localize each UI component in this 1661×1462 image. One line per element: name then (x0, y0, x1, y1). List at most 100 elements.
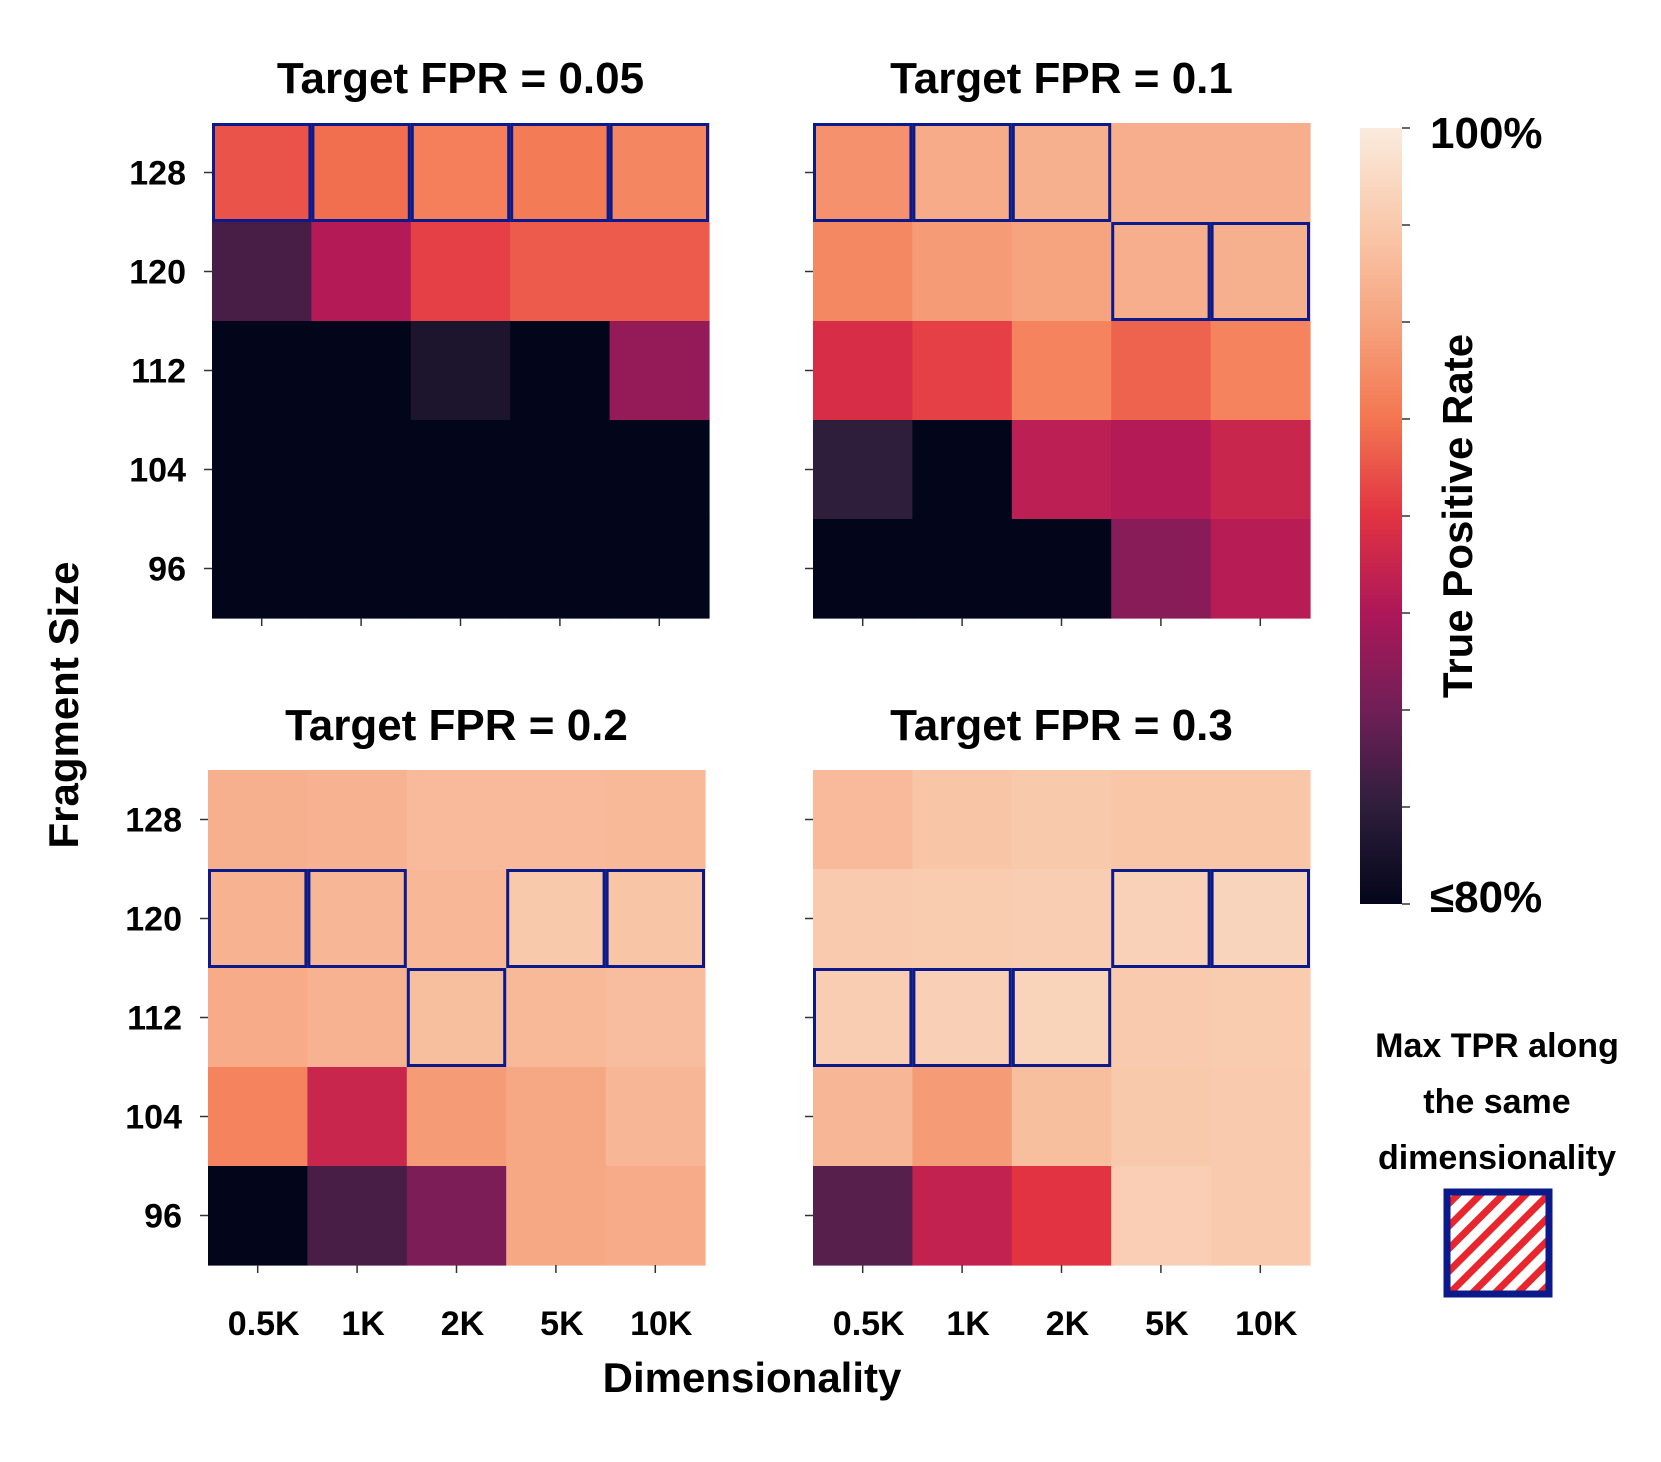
heatmap-cell (605, 869, 706, 969)
x-tick-label: 0.5K (228, 1305, 300, 1343)
heatmap-cell (208, 869, 308, 969)
heatmap-cell (605, 968, 706, 1068)
max-tpr-highlight (208, 869, 308, 968)
legend: Max TPR along the same dimensionality (1375, 1027, 1619, 1298)
max-tpr-highlight (813, 968, 913, 1067)
heatmap-cell (1011, 968, 1112, 1068)
heatmap-cell (912, 519, 1013, 619)
heatmap-cell (406, 1166, 507, 1266)
heatmap-cell (506, 1067, 607, 1167)
heatmap-cell (212, 519, 312, 619)
y-tick-label: 104 (129, 452, 186, 490)
heatmap-cell (1210, 420, 1311, 520)
x-tick-label: 10K (630, 1305, 693, 1343)
max-tpr-highlight (506, 869, 606, 968)
max-tpr-highlight (1111, 222, 1211, 321)
panel-title: Target FPR = 0.2 (285, 701, 628, 750)
y-tick-label: 96 (144, 1198, 182, 1236)
heatmap-cell (506, 869, 607, 969)
heatmap-cell (307, 1166, 408, 1266)
y-axis-label: Fragment Size (40, 561, 87, 848)
heatmap-cell (1210, 321, 1311, 421)
heatmap-cell (813, 519, 913, 619)
max-tpr-highlight (1210, 222, 1310, 321)
heatmap-cell (813, 1067, 913, 1167)
heatmap-cell (605, 770, 706, 870)
x-tick-label: 0.5K (833, 1305, 905, 1343)
heatmap-cell (813, 222, 913, 322)
y-tick-label: 128 (129, 155, 186, 193)
heatmap-cell (1011, 1166, 1112, 1266)
heatmap-cell (1210, 869, 1311, 969)
heatmap-cell (912, 770, 1013, 870)
heatmap-cell (311, 222, 412, 322)
heatmap-cell (1011, 123, 1112, 223)
heatmap-cell (307, 968, 408, 1068)
max-tpr-highlight (1011, 968, 1112, 1067)
heatmap-cell (1111, 770, 1212, 870)
heatmap-cell (1011, 770, 1112, 870)
heatmap-cell (912, 222, 1013, 322)
heatmap-cell (307, 869, 408, 969)
heatmap-cell (1111, 968, 1212, 1068)
heatmap-cell (1210, 770, 1311, 870)
x-axis-label: Dimensionality (603, 1354, 902, 1401)
max-tpr-highlight (307, 869, 407, 968)
heatmap-cell (1011, 519, 1112, 619)
heatmap-cell (406, 1067, 507, 1167)
max-tpr-highlight (212, 123, 312, 222)
heatmap-cell (912, 420, 1013, 520)
heatmap-panel-3: Target FPR = 0.2 128 120 112 104 96 0.5K 1K 2K 5K… (125, 701, 706, 1343)
legend-swatch (1443, 1188, 1553, 1298)
x-tick-label: 5K (1145, 1305, 1189, 1343)
heatmap-cell (912, 869, 1013, 969)
colorbar-min-label: ≤80% (1430, 873, 1542, 922)
y-tick-label: 104 (125, 1099, 182, 1137)
heatmap-cell (1011, 222, 1112, 322)
y-tick-label: 112 (131, 353, 186, 391)
heatmap-cell (605, 1166, 706, 1266)
heatmap-cell (1210, 968, 1311, 1068)
heatmap-cell (1111, 869, 1212, 969)
heatmap-cell (1111, 420, 1212, 520)
heatmap-cell (311, 420, 412, 520)
heatmap-cell (410, 321, 511, 421)
max-tpr-highlight (406, 968, 507, 1067)
colorbar: 100% ≤80% True Positive Rate (1360, 109, 1543, 922)
heatmap-cell (510, 420, 611, 520)
max-tpr-highlight (1210, 869, 1310, 968)
x-tick-label: 2K (1046, 1305, 1090, 1343)
max-tpr-highlight (410, 123, 511, 222)
max-tpr-highlight (912, 123, 1012, 222)
heatmap-cell (1210, 1166, 1311, 1266)
heatmap-cell (912, 321, 1013, 421)
panel-title: Target FPR = 0.05 (277, 54, 644, 103)
heatmap-cell (813, 770, 913, 870)
max-tpr-highlight (1111, 869, 1211, 968)
heatmap-panel-1: Target FPR = 0.05 128 120 112 104 96 (129, 54, 710, 626)
colorbar-max-label: 100% (1430, 109, 1543, 158)
heatmap-cell (1011, 869, 1112, 969)
heatmap-cell (813, 321, 913, 421)
colorbar-gradient (1360, 128, 1402, 904)
heatmap-cell (1111, 123, 1212, 223)
heatmap-cell (1210, 123, 1311, 223)
heatmap-cell (912, 123, 1013, 223)
heatmap-cell (311, 123, 412, 223)
max-tpr-highlight (605, 869, 705, 968)
heatmap-cell (912, 968, 1013, 1068)
heatmap-cell (1111, 1067, 1212, 1167)
heatmap-cell (813, 420, 913, 520)
heatmap-cell (307, 1067, 408, 1167)
heatmap-cell (212, 321, 312, 421)
heatmap-cell (410, 123, 511, 223)
heatmap-cell (912, 1166, 1013, 1266)
heatmap-cell (1111, 519, 1212, 619)
x-tick-label: 1K (946, 1305, 990, 1343)
heatmap-cell (510, 123, 611, 223)
heatmap-cell (1111, 1166, 1212, 1266)
y-tick-label: 120 (129, 254, 186, 292)
heatmap-panel-4: Target FPR = 0.3 0.5K 1K 2K 5K 10K (805, 701, 1311, 1343)
legend-line-3: dimensionality (1378, 1139, 1616, 1177)
heatmap-cell (208, 1067, 308, 1167)
